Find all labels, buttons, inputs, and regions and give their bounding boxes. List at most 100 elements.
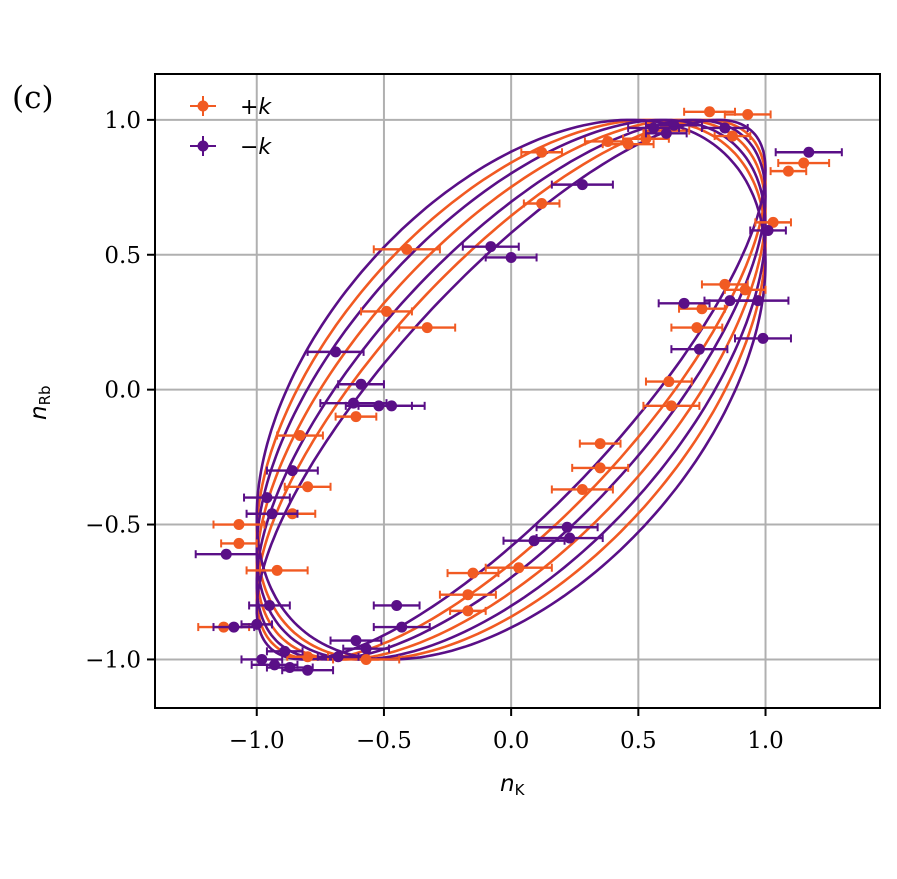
- x-tick-label: 0.5: [620, 728, 657, 754]
- y-axis-label-sub: Rb: [36, 385, 54, 405]
- data-point: [757, 332, 769, 344]
- grid: [155, 74, 880, 708]
- data-point: [360, 653, 372, 665]
- y-tick-label: −0.5: [85, 513, 141, 539]
- legend-label-minus-k: −k: [240, 135, 272, 160]
- x-tick-label: −1.0: [229, 728, 285, 754]
- data-point: [396, 621, 408, 633]
- y-tick-label: −1.0: [85, 647, 141, 673]
- legend-marker-plus-k: [197, 100, 209, 112]
- legend-entry-plus-k: +k: [190, 95, 272, 120]
- fit-curve-6: [255, 118, 767, 661]
- data-point: [719, 278, 731, 290]
- y-axis-label-main: n: [26, 405, 52, 420]
- data-point: [693, 343, 705, 355]
- data-point: [228, 621, 240, 633]
- data-point: [640, 133, 652, 145]
- data-point: [380, 305, 392, 317]
- data-point: [263, 599, 275, 611]
- axis-ticks: −1.0 −0.5 0.0 0.5 1.0 −1.0 −0.5 0.0 0.5 1.0: [85, 108, 784, 754]
- data-point: [286, 465, 298, 477]
- data-point: [485, 241, 497, 253]
- data-point: [739, 284, 751, 296]
- data-point: [271, 564, 283, 576]
- data-point: [220, 548, 232, 560]
- data-point: [564, 532, 576, 544]
- data-point: [421, 322, 433, 334]
- legend: +k −k: [190, 95, 272, 160]
- data-point: [513, 562, 525, 574]
- y-tick-label: 0.0: [104, 378, 141, 404]
- data-point: [391, 599, 403, 611]
- data-point: [696, 303, 708, 315]
- legend-marker-minus-k: [197, 140, 209, 152]
- data-point: [536, 146, 548, 158]
- data-point: [261, 492, 273, 504]
- x-axis-label: nK: [500, 771, 526, 799]
- data-point: [719, 122, 731, 134]
- data-point: [536, 197, 548, 209]
- data-point: [233, 537, 245, 549]
- data-point: [663, 376, 675, 388]
- data-point: [401, 243, 413, 255]
- x-tick-label: 1.0: [747, 728, 784, 754]
- data-point: [648, 122, 660, 134]
- y-axis-label: nRb: [26, 385, 54, 420]
- data-point: [704, 106, 716, 118]
- data-point: [594, 438, 606, 450]
- panel-label: (c): [12, 80, 54, 116]
- data-point: [462, 589, 474, 601]
- legend-entry-minus-k: −k: [190, 135, 272, 160]
- data-point: [576, 179, 588, 191]
- data-point: [803, 146, 815, 158]
- data-point: [360, 643, 372, 655]
- y-tick-label: 1.0: [104, 108, 141, 134]
- data-point: [302, 481, 314, 493]
- data-point: [561, 521, 573, 533]
- data-point: [233, 519, 245, 531]
- data-point: [782, 165, 794, 177]
- data-point: [594, 462, 606, 474]
- data-point: [742, 108, 754, 120]
- series-minus-k: [194, 119, 843, 676]
- data-point: [330, 346, 342, 358]
- data-point: [332, 651, 344, 663]
- data-point: [462, 605, 474, 617]
- data-point: [665, 400, 677, 412]
- data-points: [194, 106, 843, 676]
- data-point: [350, 411, 362, 423]
- x-axis-label-sub: K: [515, 781, 526, 799]
- data-point: [256, 653, 268, 665]
- data-point: [294, 430, 306, 442]
- x-axis-label-main: n: [500, 771, 515, 797]
- data-point: [505, 251, 517, 263]
- plot-frame: [154, 73, 881, 709]
- data-point: [767, 216, 779, 228]
- data-point: [386, 400, 398, 412]
- x-tick-label: −0.5: [356, 728, 412, 754]
- data-point: [251, 618, 263, 630]
- data-point: [279, 645, 291, 657]
- x-tick-label: 0.0: [493, 728, 530, 754]
- data-point: [467, 567, 479, 579]
- data-point: [678, 297, 690, 309]
- data-point: [350, 635, 362, 647]
- legend-label-plus-k: +k: [240, 95, 272, 120]
- data-point: [660, 127, 672, 139]
- data-point: [302, 651, 314, 663]
- data-point: [284, 662, 296, 674]
- data-point: [528, 535, 540, 547]
- data-point: [726, 130, 738, 142]
- data-point: [576, 483, 588, 495]
- series-plus-k: [197, 106, 831, 665]
- y-tick-label: 0.5: [104, 243, 141, 269]
- fit-curve-4: [255, 118, 767, 661]
- data-point: [798, 157, 810, 169]
- data-point: [266, 508, 278, 520]
- data-point: [622, 138, 634, 150]
- data-point: [762, 224, 774, 236]
- data-point: [691, 322, 703, 334]
- data-point: [752, 295, 764, 307]
